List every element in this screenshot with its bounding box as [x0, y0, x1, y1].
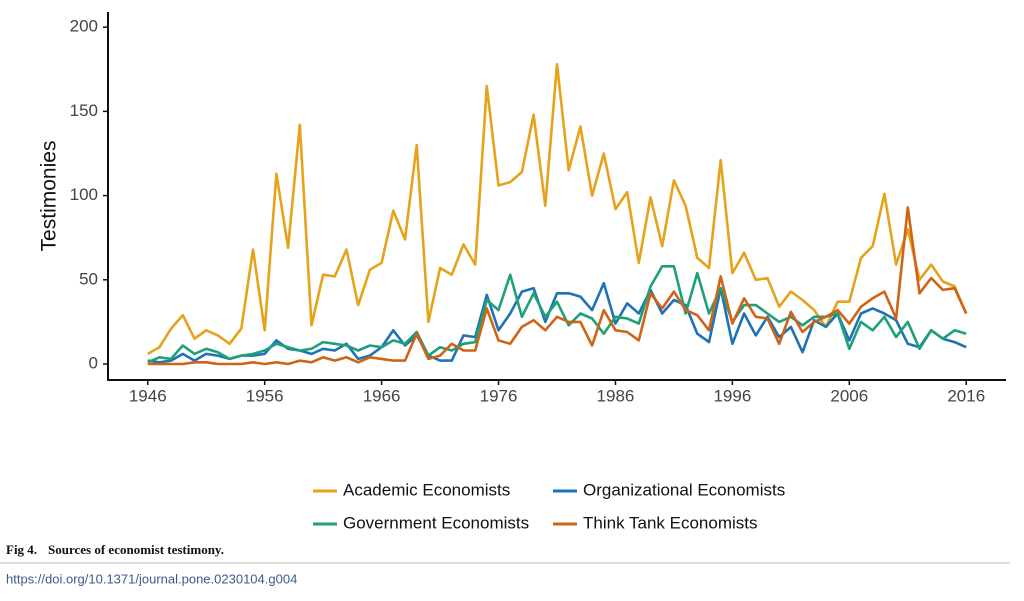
caption-label: Fig 4.	[6, 542, 37, 557]
x-tick-label: 2016	[947, 386, 985, 405]
legend-label: Organizational Economists	[583, 480, 785, 499]
y-tick-label: 50	[79, 269, 98, 288]
x-tick-label: 1976	[480, 386, 518, 405]
x-tick-label: 2006	[830, 386, 868, 405]
legend-label: Think Tank Economists	[583, 513, 757, 532]
y-tick-label: 200	[70, 17, 98, 36]
y-tick-label: 0	[89, 353, 98, 372]
x-tick-label: 1966	[363, 386, 401, 405]
y-axis-title: Testimonies	[38, 141, 61, 252]
series-line	[147, 265, 967, 364]
x-tick-label: 1956	[246, 386, 284, 405]
x-tick-label: 1996	[713, 386, 751, 405]
y-tick-label: 150	[70, 101, 98, 120]
series-line	[147, 62, 968, 356]
series-line	[147, 281, 967, 364]
caption-text: Sources of economist testimony.	[48, 542, 224, 557]
x-tick-label: 1946	[129, 386, 167, 405]
x-tick-label: 1986	[597, 386, 635, 405]
y-tick-label: 100	[70, 185, 98, 204]
series-line	[147, 206, 968, 366]
legend-label: Government Economists	[343, 513, 529, 532]
legend-label: Academic Economists	[343, 480, 510, 499]
doi-link[interactable]: https://doi.org/10.1371/journal.pone.023…	[6, 571, 297, 586]
